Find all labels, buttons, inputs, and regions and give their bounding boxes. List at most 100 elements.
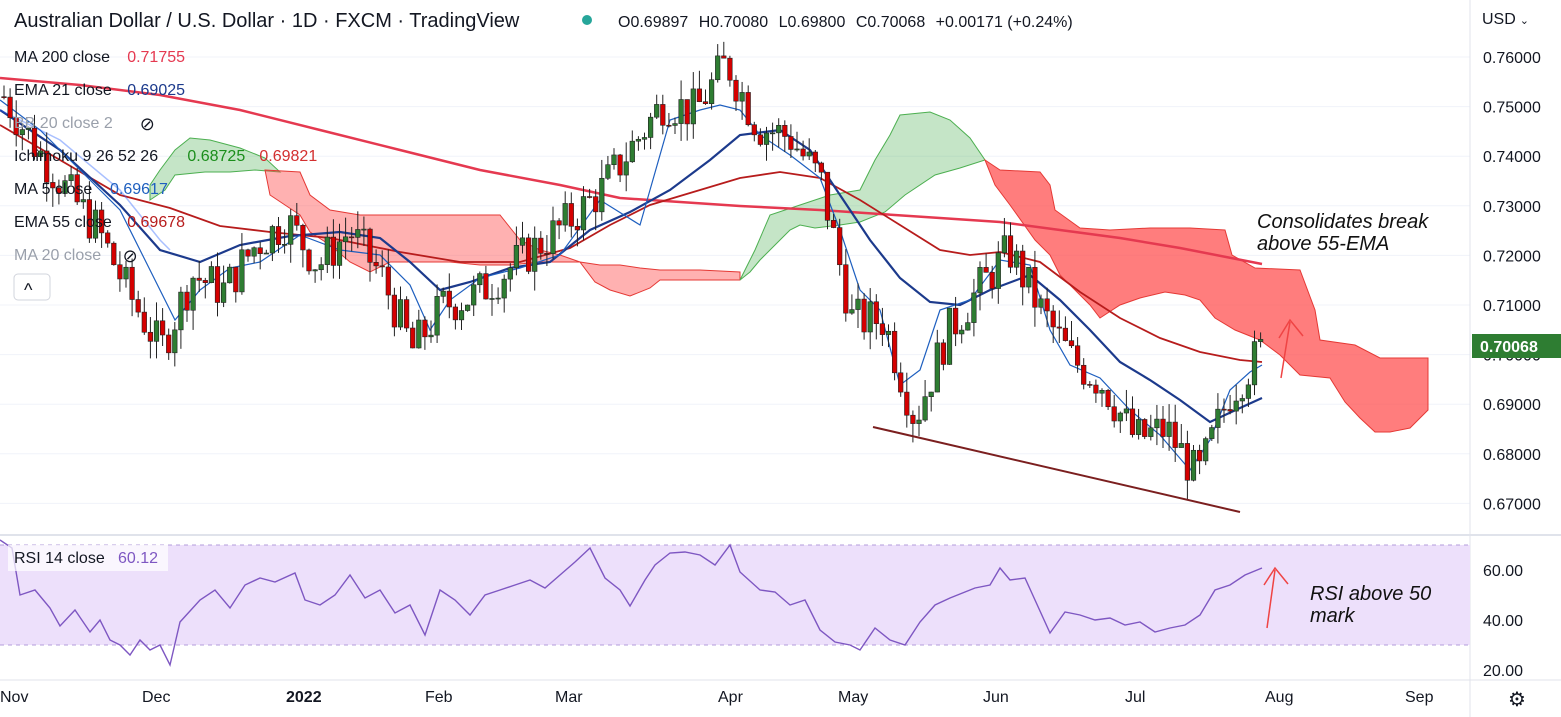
candle-body (25, 127, 32, 130)
currency-selector[interactable]: USD ⌄ (1482, 11, 1529, 28)
legend-item-value: 0.69678 (127, 214, 185, 231)
candle-body (696, 88, 702, 102)
candle-body (1013, 250, 1020, 268)
price-tick-label: 0.69000 (1483, 397, 1541, 414)
rsi-legend-label: RSI 14 close (14, 550, 105, 567)
price-annotation-line1: Consolidates break (1257, 211, 1429, 233)
candles[interactable] (1, 41, 1264, 500)
legend-item[interactable]: MA 20 close ⊘ (14, 246, 138, 266)
candle-body (1038, 298, 1044, 308)
eye-crossed-icon[interactable]: ⊘ (140, 114, 155, 134)
candle-body (525, 237, 532, 272)
candle-body (885, 330, 892, 335)
legend-item-label: Ichimoku 9 26 52 26 (14, 148, 158, 165)
price-tick-label: 0.72000 (1483, 248, 1541, 265)
legend-item[interactable]: EMA 21 close 0.69025 (14, 82, 185, 99)
candle-body (532, 237, 538, 272)
candle-body (13, 117, 19, 136)
rsi-band (0, 545, 1470, 645)
candle-body (147, 331, 154, 342)
candle-body (800, 148, 806, 157)
candle-body (440, 290, 446, 297)
candle-body (80, 199, 86, 203)
legend-item[interactable]: EMA 55 close 0.69678 (14, 214, 185, 231)
settings-gear-icon[interactable]: ⚙ (1508, 689, 1526, 711)
indicator-legend[interactable]: MA 200 close 0.71755 EMA 21 close 0.69025 BB… (14, 49, 317, 266)
chevron-up-icon[interactable]: ^ (24, 280, 33, 300)
candle-body (428, 334, 434, 338)
candle-body (745, 92, 751, 126)
legend-item-label: BB 20 close 2 (14, 115, 113, 132)
legend-item-label: EMA 55 close (14, 214, 112, 231)
candle-body (1007, 235, 1014, 268)
candle-body (1209, 427, 1215, 439)
support-trendline[interactable] (872, 426, 1241, 513)
candle-body (135, 299, 141, 313)
candle-body (708, 79, 715, 104)
legend-item[interactable]: MA 200 close 0.71755 (14, 49, 185, 66)
candle-body (715, 55, 721, 81)
candle-body (288, 215, 294, 245)
candle-body (1093, 384, 1099, 394)
candle-body (281, 244, 288, 246)
candle-body (617, 154, 623, 176)
legend-item-label: MA 200 close (14, 49, 110, 66)
candle-body (922, 396, 928, 421)
legend-item[interactable]: MA 5 close 0.69617 (14, 181, 168, 198)
candle-body (74, 174, 80, 203)
candle-body (349, 236, 355, 239)
candle-body (99, 209, 105, 234)
bb-line (0, 109, 171, 251)
candle-body (684, 99, 690, 125)
candle-body (971, 292, 977, 323)
candle-body (1001, 235, 1007, 254)
candle-body (1068, 340, 1075, 347)
candle-body (1190, 449, 1197, 481)
candle-body (1215, 408, 1221, 428)
candle-body (367, 228, 373, 263)
rsi-tick-label: 20.00 (1483, 663, 1523, 680)
ichimoku-cloud-bull-2 (739, 111, 986, 281)
candle-body (1197, 449, 1203, 462)
time-tick-label: Mar (555, 689, 583, 706)
price-annotation-line2: above 55-EMA (1257, 233, 1389, 255)
last-price-label: 0.70068 (1480, 339, 1538, 356)
legend-item-label: MA 20 close (14, 247, 101, 264)
candle-body (519, 237, 526, 246)
candle-body (410, 327, 416, 349)
candle-body (221, 282, 227, 303)
candle-body (1111, 406, 1117, 422)
candle-body (1105, 390, 1111, 408)
collapse-legend-button[interactable] (13, 273, 51, 301)
time-axis[interactable]: Nov Dec 2022 Feb Mar Apr May Jun Jul Aug Sep (0, 689, 1434, 706)
time-tick-label: Aug (1265, 689, 1293, 706)
candle-body (782, 125, 788, 137)
legend-item[interactable]: BB 20 close 2 ⊘ (14, 114, 155, 134)
candle-body (336, 241, 343, 266)
price-grid (0, 56, 1470, 504)
status-dot-icon (582, 15, 592, 25)
time-tick-label: May (838, 689, 868, 706)
ohlc-readout: O0.69897 H0.70080 L0.69800 C0.70068 +0.0… (618, 14, 1073, 31)
rsi-axis[interactable]: 60.00 40.00 20.00 (1483, 563, 1523, 680)
candle-body (611, 154, 617, 166)
candle-body (233, 266, 239, 293)
candle-body (660, 104, 666, 126)
candle-body (593, 196, 599, 213)
eye-crossed-icon[interactable]: ⊘ (123, 246, 138, 266)
legend-item-value: 0.69617 (110, 181, 168, 198)
legend-item[interactable]: Ichimoku 9 26 52 26 0.68725 0.69821 (14, 148, 317, 165)
rsi-legend[interactable]: RSI 14 close 60.12 (8, 545, 168, 571)
candle-body (1178, 443, 1184, 448)
ema-21-line (0, 109, 1263, 424)
candle-body (92, 209, 99, 239)
rsi-pane[interactable] (0, 539, 1470, 668)
candle-body (489, 298, 495, 300)
candle-body (629, 140, 635, 163)
candle-body (763, 132, 770, 145)
candle-body (995, 252, 1001, 289)
candle-body (751, 124, 757, 136)
price-axis[interactable]: 0.76000 0.75000 0.74000 0.73000 0.72000 0.710… (1483, 50, 1541, 513)
candle-body (599, 177, 605, 213)
